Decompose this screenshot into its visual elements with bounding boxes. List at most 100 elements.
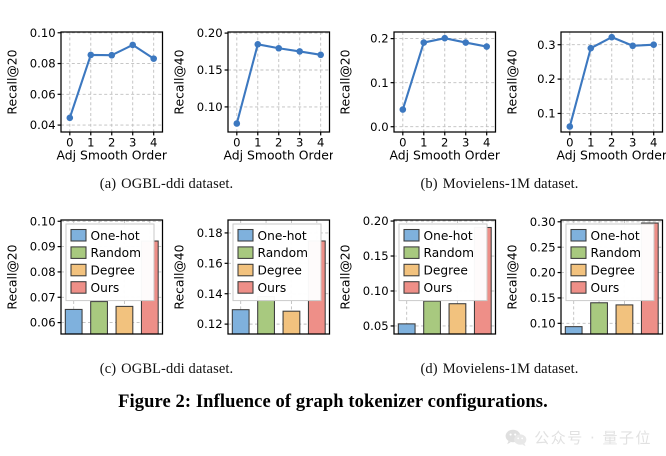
svg-text:Degree: Degree [424, 264, 468, 278]
svg-text:0.20: 0.20 [529, 266, 555, 280]
svg-text:1: 1 [254, 135, 261, 149]
svg-text:Ours: Ours [424, 281, 453, 295]
svg-text:0.10: 0.10 [30, 214, 56, 228]
svg-text:Degree: Degree [257, 264, 301, 278]
svg-text:0.08: 0.08 [30, 265, 56, 279]
svg-text:Recall@40: Recall@40 [171, 49, 186, 114]
svg-text:0.06: 0.06 [30, 316, 56, 330]
svg-text:0.20: 0.20 [363, 214, 389, 228]
svg-text:2: 2 [608, 135, 615, 149]
svg-text:0.10: 0.10 [30, 26, 56, 40]
svg-text:0.05: 0.05 [363, 319, 389, 333]
svg-text:0.18: 0.18 [196, 226, 222, 240]
svg-text:Ours: Ours [91, 281, 120, 295]
svg-text:3: 3 [629, 135, 636, 149]
svg-text:Recall@40: Recall@40 [504, 49, 519, 114]
svg-text:0: 0 [566, 135, 573, 149]
caption-b: (b) Movielens-1M dataset. [333, 176, 666, 193]
svg-text:1: 1 [587, 135, 594, 149]
svg-text:0.15: 0.15 [196, 63, 222, 77]
svg-text:1: 1 [87, 135, 94, 149]
svg-text:2: 2 [441, 135, 448, 149]
svg-text:0.2: 0.2 [537, 72, 555, 86]
caption-row-bottom: (c) OGBL-ddi dataset. (d) Movielens-1M dat… [0, 357, 666, 381]
svg-text:One-hot: One-hot [590, 229, 639, 243]
chart-a-recall40: 0.10 0.15 0.20 0 1 2 3 4 Adj Smooth Order Recall@… [167, 16, 333, 171]
line-chart-row: 0.04 0.06 0.08 0.10 0 1 2 3 4 Adj Smooth Order Rec… [0, 16, 666, 171]
chart-d-recall20: 0.05 0.10 0.15 0.20 Recall@20 One-hot Random De… [333, 202, 500, 354]
bar-chart-row: 0.06 0.07 0.08 0.09 0.10 Recall@20 One-hot Rand… [0, 202, 666, 354]
svg-text:0.30: 0.30 [529, 215, 555, 229]
svg-text:Random: Random [257, 246, 307, 260]
svg-text:Random: Random [590, 246, 640, 260]
chart-b-recall20: 0.0 0.1 0.2 0 1 2 3 4 Adj Smooth Order Recall@20 [333, 16, 500, 171]
svg-text:0.06: 0.06 [30, 87, 56, 101]
svg-text:Degree: Degree [91, 264, 135, 278]
chart-a-recall20: 0.04 0.06 0.08 0.10 0 1 2 3 4 Adj Smooth Order Rec… [0, 16, 167, 171]
chart-c-recall40: 0.12 0.14 0.16 0.18 Recall@40 One-hot Random De… [167, 202, 334, 354]
watermark: 公众号 · 量子位 [505, 427, 652, 448]
svg-text:2: 2 [275, 135, 282, 149]
watermark-text: 公众号 · 量子位 [534, 429, 652, 447]
caption-b-tag: (b) [420, 175, 438, 192]
svg-text:Ours: Ours [590, 281, 619, 295]
svg-text:3: 3 [296, 135, 303, 149]
svg-text:0: 0 [233, 135, 240, 149]
svg-text:Random: Random [91, 246, 141, 260]
svg-text:0.0: 0.0 [370, 120, 388, 134]
svg-text:0.3: 0.3 [537, 38, 555, 52]
wechat-icon [505, 429, 527, 447]
svg-text:Recall@40: Recall@40 [504, 244, 519, 309]
caption-d: (d) Movielens-1M dataset. [333, 361, 666, 378]
svg-text:Recall@20: Recall@20 [338, 49, 353, 114]
svg-text:0.25: 0.25 [529, 240, 555, 254]
svg-text:Recall@20: Recall@20 [5, 244, 20, 309]
caption-c: (c) OGBL-ddi dataset. [0, 361, 333, 378]
svg-text:Recall@20: Recall@20 [338, 244, 353, 309]
svg-text:Ours: Ours [257, 281, 286, 295]
svg-text:Recall@20: Recall@20 [5, 49, 20, 114]
svg-text:0.20: 0.20 [196, 26, 222, 40]
svg-text:One-hot: One-hot [424, 229, 473, 243]
svg-text:0: 0 [399, 135, 406, 149]
svg-text:Recall@40: Recall@40 [171, 244, 186, 309]
svg-text:0.07: 0.07 [30, 290, 56, 304]
caption-d-text: Movielens-1M dataset. [442, 360, 579, 377]
chart-c-recall20: 0.06 0.07 0.08 0.09 0.10 Recall@20 One-hot Rand… [0, 202, 167, 354]
svg-text:0.15: 0.15 [363, 249, 389, 263]
caption-c-text: OGBL-ddi dataset. [121, 360, 234, 377]
svg-text:4: 4 [649, 135, 656, 149]
svg-text:0.10: 0.10 [196, 100, 222, 114]
svg-text:3: 3 [129, 135, 136, 149]
chart-b-recall40: 0.1 0.2 0.3 0 1 2 3 4 Adj Smooth Order Recall@40 [500, 16, 666, 171]
svg-text:Random: Random [424, 246, 474, 260]
svg-text:Adj Smooth Order: Adj Smooth Order [390, 147, 500, 162]
svg-text:0.16: 0.16 [196, 256, 222, 270]
svg-text:0.1: 0.1 [537, 107, 555, 121]
svg-text:0.14: 0.14 [196, 287, 222, 301]
svg-text:Adj Smooth Order: Adj Smooth Order [223, 147, 333, 162]
caption-d-tag: (d) [420, 360, 438, 377]
svg-text:Degree: Degree [590, 264, 634, 278]
svg-text:0.12: 0.12 [196, 317, 222, 331]
svg-text:1: 1 [420, 135, 427, 149]
svg-text:3: 3 [462, 135, 469, 149]
svg-text:One-hot: One-hot [257, 229, 306, 243]
svg-text:0.1: 0.1 [370, 76, 388, 90]
chart-d-recall40: 0.10 0.15 0.20 0.25 0.30 Recall@40 One-hot Rand… [500, 202, 666, 354]
svg-text:4: 4 [483, 135, 490, 149]
svg-text:0.08: 0.08 [30, 57, 56, 71]
caption-b-text: Movielens-1M dataset. [442, 175, 579, 192]
svg-text:One-hot: One-hot [91, 229, 140, 243]
svg-text:0: 0 [66, 135, 73, 149]
caption-a-text: OGBL-ddi dataset. [121, 175, 234, 192]
caption-c-tag: (c) [99, 360, 117, 377]
svg-text:4: 4 [316, 135, 323, 149]
svg-text:0.15: 0.15 [529, 291, 555, 305]
caption-row-top: (a) OGBL-ddi dataset. (b) Movielens-1M dat… [0, 172, 666, 196]
svg-text:2: 2 [108, 135, 115, 149]
svg-text:0.10: 0.10 [529, 316, 555, 330]
caption-a-tag: (a) [99, 175, 117, 192]
svg-text:0.10: 0.10 [363, 284, 389, 298]
